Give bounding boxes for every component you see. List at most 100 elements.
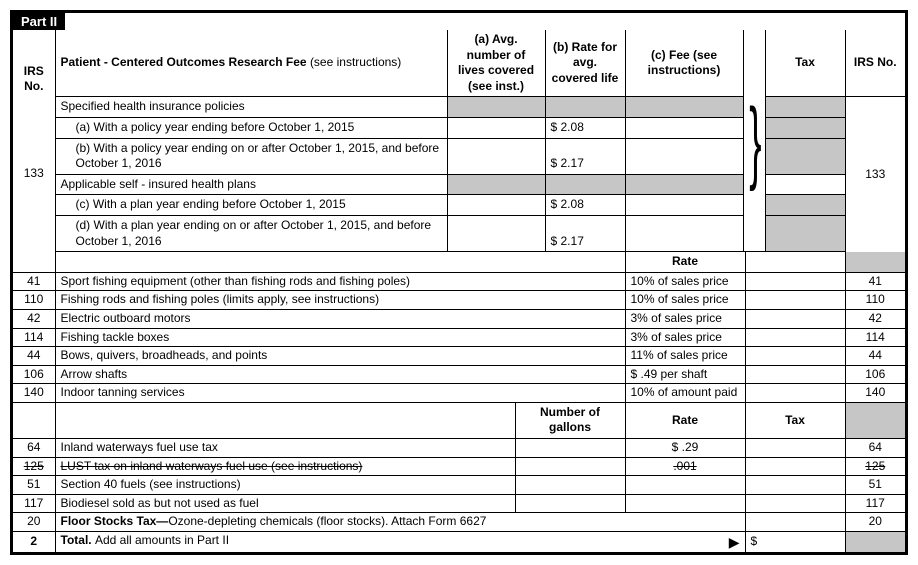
pcor-row-b-fee[interactable] xyxy=(625,138,743,174)
table-row-tax[interactable] xyxy=(745,365,845,384)
self-heading-b-gray xyxy=(545,174,625,195)
table-row-desc: Indoor tanning services xyxy=(55,384,625,403)
floor-tax[interactable] xyxy=(745,513,845,532)
form-part-ii: Part II IRS No. Patient - Centered Outco… xyxy=(10,10,908,555)
table-row-no: 114 xyxy=(13,328,55,347)
table-row-desc: Fishing rods and fishing poles (limits a… xyxy=(55,291,625,310)
pcor-row-d-lives[interactable] xyxy=(447,215,545,251)
gal-hdr-gray xyxy=(845,402,905,438)
table-row-no: 110 xyxy=(13,291,55,310)
table-row-gallons[interactable] xyxy=(515,439,625,458)
table-row-rate: $ .29 xyxy=(625,439,745,458)
table-row-no-r: 44 xyxy=(845,347,905,366)
goods-row: 114Fishing tackle boxes3% of sales price… xyxy=(13,328,905,347)
table-row-no-r: 110 xyxy=(845,291,905,310)
table-row-rate: 10% of sales price xyxy=(625,272,745,291)
pcor-row-c-tax-gray xyxy=(765,195,845,216)
table-row-no-r: 106 xyxy=(845,365,905,384)
table-row-rate: $ .49 per shaft xyxy=(625,365,745,384)
pcor-row-a-rate: $ 2.08 xyxy=(545,117,625,138)
rate-hdr-blank-gal xyxy=(515,252,625,272)
table-row-desc: Electric outboard motors xyxy=(55,309,625,328)
goods-row: 41Sport fishing equipment (other than fi… xyxy=(13,272,905,291)
table-row-no-r: 64 xyxy=(845,439,905,458)
pcor-row-c-lives[interactable] xyxy=(447,195,545,216)
pcor-row-a-desc: (a) With a policy year ending before Oct… xyxy=(55,117,447,138)
table-row-no-r: 125 xyxy=(845,457,905,476)
table-row-tax[interactable] xyxy=(745,494,845,513)
pcor-row-c-rate: $ 2.08 xyxy=(545,195,625,216)
table-row-gallons[interactable] xyxy=(515,457,625,476)
rate-hdr-blank2 xyxy=(55,252,515,272)
table-row-tax[interactable] xyxy=(745,347,845,366)
table-row-desc: Fishing tackle boxes xyxy=(55,328,625,347)
goods-row: 42Electric outboard motors3% of sales pr… xyxy=(13,309,905,328)
spec-heading-c-gray xyxy=(625,97,743,118)
rate-hdr-blank-tax xyxy=(745,252,845,272)
pcor-row-c-fee[interactable] xyxy=(625,195,743,216)
part-ii-tab: Part II xyxy=(13,13,65,30)
floor-no-r: 20 xyxy=(845,513,905,532)
self-heading-c-gray xyxy=(625,174,743,195)
pcor-row-a-lives[interactable] xyxy=(447,117,545,138)
self-heading-tax[interactable] xyxy=(765,174,845,195)
table-row-tax[interactable] xyxy=(745,457,845,476)
table-row-rate: 3% of sales price xyxy=(625,328,745,347)
goods-row: 110Fishing rods and fishing poles (limit… xyxy=(13,291,905,310)
spec-heading-a-gray xyxy=(447,97,545,118)
table-row-gallons[interactable] xyxy=(515,476,625,495)
pcor-row-b-lives[interactable] xyxy=(447,138,545,174)
fuel-row: 125LUST tax on inland waterways fuel use… xyxy=(13,457,905,476)
pcor-title-cell: Patient - Centered Outcomes Research Fee… xyxy=(55,30,447,97)
pcor-row-b-rate: $ 2.17 xyxy=(545,138,625,174)
gal-hdr-blank1 xyxy=(13,402,55,438)
fuel-row: 64Inland waterways fuel use tax$ .2964 xyxy=(13,439,905,458)
table-row-no-r: 114 xyxy=(845,328,905,347)
table-row-desc: Section 40 fuels (see instructions) xyxy=(55,476,515,495)
table-row-rate xyxy=(625,494,745,513)
table-row-tax[interactable] xyxy=(745,384,845,403)
total-row: 2 Total. Add all amounts in Part II ▶ $ xyxy=(13,532,905,553)
pcor-title-suffix: (see instructions) xyxy=(310,55,401,69)
table-row-tax[interactable] xyxy=(745,328,845,347)
pcor-row-d-desc: (d) With a plan year ending on or after … xyxy=(55,215,447,251)
gal-hdr-blank2 xyxy=(55,402,515,438)
table-row-no: 42 xyxy=(13,309,55,328)
col-c-header: (c) Fee (see instructions) xyxy=(625,30,743,97)
table-row-tax[interactable] xyxy=(745,272,845,291)
floor-row: 20 Floor Stocks Tax—Ozone-depleting chem… xyxy=(13,513,905,532)
table-row-tax[interactable] xyxy=(745,476,845,495)
table-row-tax[interactable] xyxy=(745,439,845,458)
table-row-desc: Inland waterways fuel use tax xyxy=(55,439,515,458)
rate-header: Rate xyxy=(625,252,745,272)
pcor-row-d-fee[interactable] xyxy=(625,215,743,251)
arrow-icon: ▶ xyxy=(729,533,740,551)
table-row-tax[interactable] xyxy=(745,291,845,310)
table-row-rate: 10% of amount paid xyxy=(625,384,745,403)
self-heading: Applicable self - insured health plans xyxy=(55,174,447,195)
rate-header-2: Rate xyxy=(625,402,745,438)
pcor-row-a-fee[interactable] xyxy=(625,117,743,138)
tax-header: Tax xyxy=(745,402,845,438)
pcor-irsno-right: 133 xyxy=(845,97,905,252)
table-row-gallons[interactable] xyxy=(515,494,625,513)
rate-hdr-gray xyxy=(845,252,905,272)
col-irsno-header: IRS No. xyxy=(845,30,905,97)
table-row-rate: 3% of sales price xyxy=(625,309,745,328)
table-row-no: 140 xyxy=(13,384,55,403)
rate-hdr-blank1 xyxy=(13,252,55,272)
col-b-header: (b) Rate for avg. covered life xyxy=(545,30,625,97)
spec-heading: Specified health insurance policies xyxy=(55,97,447,118)
table-row-desc: Bows, quivers, broadheads, and points xyxy=(55,347,625,366)
fuel-row: 117Biodiesel sold as but not used as fue… xyxy=(13,494,905,513)
total-desc-cell: Total. Add all amounts in Part II ▶ xyxy=(55,532,745,553)
pcor-row-d-tax-gray xyxy=(765,215,845,251)
total-amount[interactable]: $ xyxy=(745,532,845,553)
table-row-rate: .001 xyxy=(625,457,745,476)
table-row-desc: Biodiesel sold as but not used as fuel xyxy=(55,494,515,513)
table-row-rate xyxy=(625,476,745,495)
table-row-no: 51 xyxy=(13,476,55,495)
table-row-tax[interactable] xyxy=(745,309,845,328)
col-a-header: (a) Avg. number of lives covered (see in… xyxy=(447,30,545,97)
table-row-no: 125 xyxy=(13,457,55,476)
